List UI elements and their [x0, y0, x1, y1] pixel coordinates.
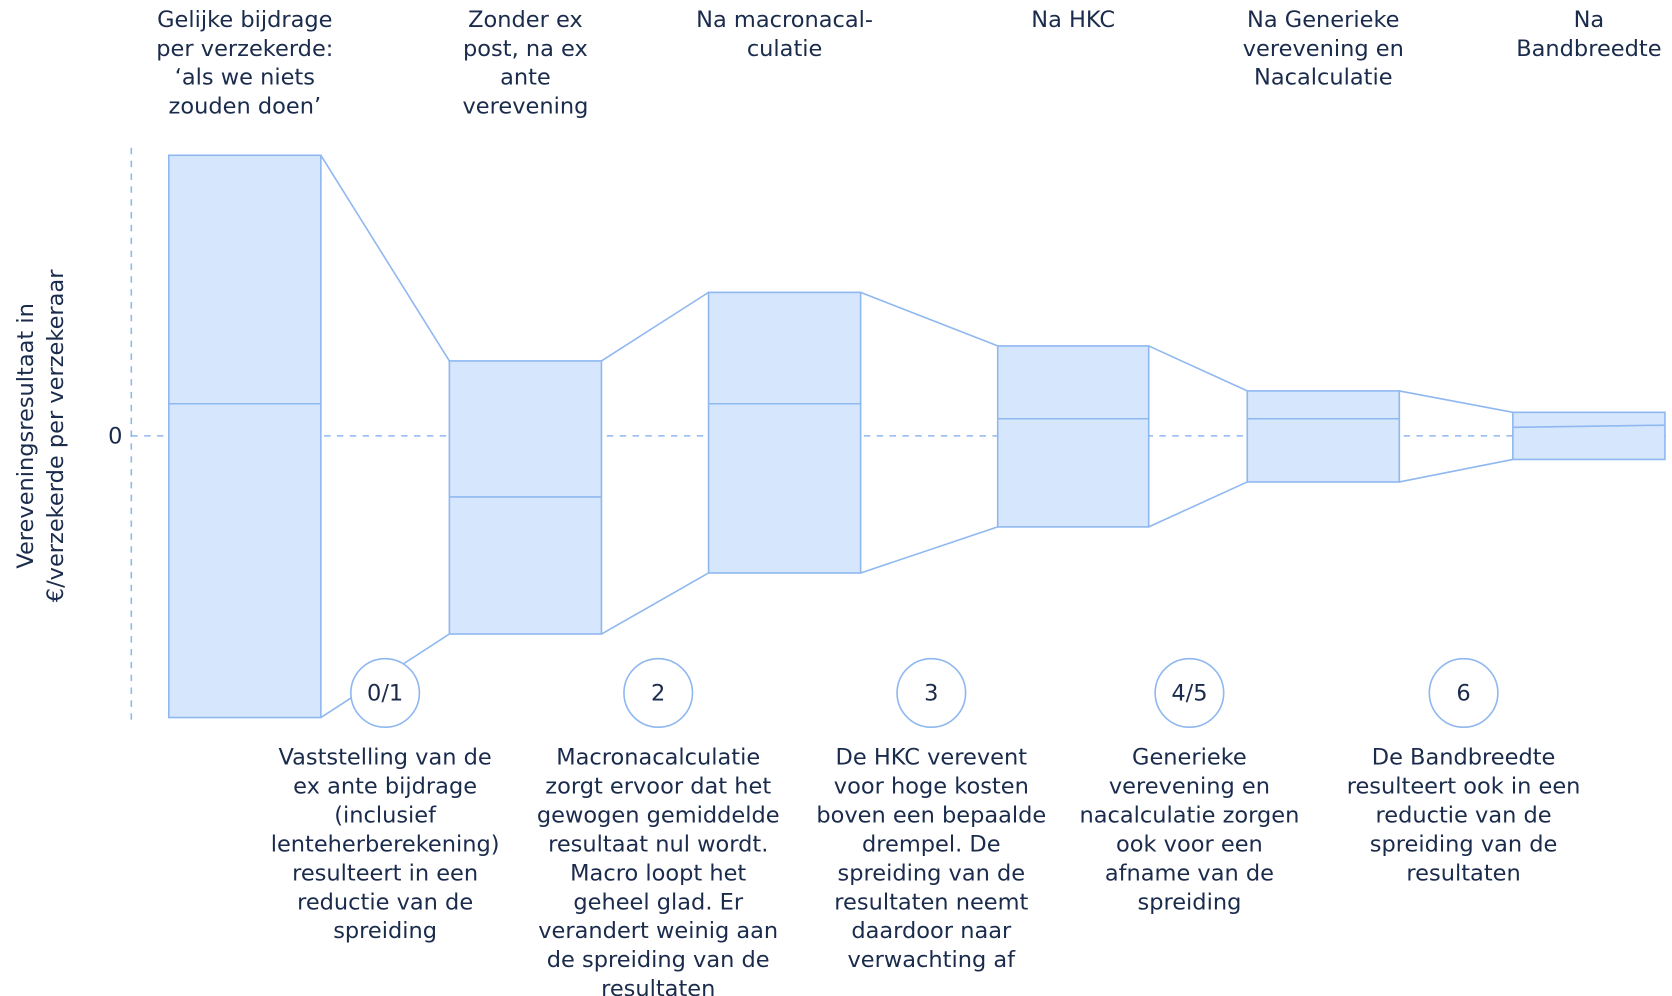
column-header: verevening en	[1243, 36, 1404, 62]
column-header: Na macronacal-	[696, 7, 873, 33]
box	[1246, 390, 1401, 483]
step-description: daardoor naar	[851, 918, 1012, 944]
step-description: De HKC verevent	[836, 745, 1028, 771]
step-description: geheel glad. Er	[573, 889, 743, 915]
column-header: Nacalculatie	[1254, 65, 1393, 91]
box	[1512, 411, 1666, 461]
step-number: 2	[651, 680, 665, 706]
step-description: ook voor een	[1116, 831, 1263, 857]
column-header: culatie	[747, 36, 823, 62]
step-description: De Bandbreedte	[1372, 745, 1556, 771]
column-header: zouden doen’	[169, 94, 322, 120]
step-description: resulteert in een	[292, 860, 478, 886]
step-description: Macronacalculatie	[556, 745, 760, 771]
column-header: Na Generieke	[1247, 7, 1399, 33]
step-description: resultaten	[1406, 860, 1520, 886]
step-number: 3	[924, 680, 938, 706]
column-header: post, na ex	[463, 36, 588, 62]
column-header: ‘als we niets	[175, 65, 315, 91]
step-description: de spreiding van de	[547, 947, 770, 973]
step-description: voor hoge kosten	[834, 774, 1029, 800]
step-description: gewogen gemiddelde	[537, 803, 780, 829]
median-line	[1512, 424, 1665, 429]
column-header: Na	[1574, 7, 1605, 33]
column-header: Gelijke bijdrage	[157, 7, 332, 33]
step-description: nacalculatie zorgen	[1079, 803, 1299, 829]
step-description: boven een bepaalde	[816, 803, 1046, 829]
column-header: verevening	[462, 94, 588, 120]
column-header: Na HKC	[1031, 7, 1115, 33]
y-axis-label-line: €/verzekerde per verzekeraar	[43, 269, 69, 602]
step-description: resulteert ook in een	[1347, 774, 1581, 800]
step-circle	[623, 657, 694, 728]
step-description: resultaat nul wordt.	[548, 831, 768, 857]
step-description: zorgt ervoor dat het	[545, 774, 771, 800]
connector	[1148, 345, 1248, 392]
step-description: resultaten neemt	[834, 889, 1028, 915]
zero-tick: 0	[108, 423, 122, 449]
step-description: verwachting af	[848, 947, 1017, 973]
step-description: spreiding van de	[1370, 831, 1558, 857]
box	[707, 291, 862, 574]
step-description: spreiding van de	[838, 860, 1026, 886]
step-circle	[1154, 657, 1225, 728]
column-header: ante	[500, 65, 551, 91]
step-number: 4/5	[1171, 680, 1207, 706]
connector	[601, 291, 709, 362]
step-number: 0/1	[367, 680, 403, 706]
column-header: Bandbreedte	[1516, 36, 1661, 62]
step-description: spreiding	[333, 918, 437, 944]
connector	[1399, 458, 1514, 483]
y-axis-label-line: Vereveningsresultaat in	[13, 303, 39, 569]
connector	[601, 572, 709, 635]
step-description: drempel. De	[862, 831, 1001, 857]
step-description: verandert weinig aan	[538, 918, 778, 944]
step-description: Macro loopt het	[570, 860, 746, 886]
step-circle	[1428, 657, 1499, 728]
step-description: (inclusief	[334, 803, 437, 829]
y-axis-label: Vereveningsresultaat in €/verzekerde per …	[13, 269, 69, 602]
box	[996, 345, 1150, 528]
step-description: reductie van de	[1376, 803, 1552, 829]
column-header: Zonder ex	[468, 7, 583, 33]
connector	[860, 291, 999, 347]
step-description: spreiding	[1137, 889, 1241, 915]
step-description: ex ante bijdrage	[293, 774, 477, 800]
step-circle	[350, 657, 421, 728]
connector	[320, 154, 451, 362]
connector	[1399, 390, 1514, 414]
step-description: lenteherberekening)	[271, 831, 500, 857]
step-description: reductie van de	[297, 889, 473, 915]
connector	[1148, 481, 1248, 528]
step-description: Generieke	[1132, 745, 1247, 771]
step-description: Vaststelling van de	[278, 745, 491, 771]
step-description: verevening en	[1109, 774, 1270, 800]
box	[167, 154, 322, 719]
step-number: 6	[1456, 680, 1470, 706]
column-header: per verzekerde:	[156, 36, 333, 62]
step-description: afname van de	[1105, 860, 1274, 886]
step-description: resultaten	[601, 976, 715, 996]
step-circle	[896, 657, 967, 728]
connector	[860, 526, 998, 574]
